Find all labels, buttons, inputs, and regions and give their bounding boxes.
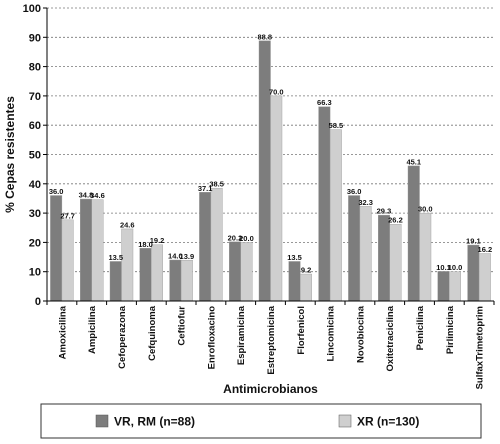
- legend-label-xr: XR (n=130): [357, 415, 419, 429]
- y-axis-title: % Cepas resistentes: [3, 96, 17, 213]
- data-label: 38.5: [209, 180, 224, 189]
- y-tick-label: 100: [23, 3, 41, 15]
- y-tick-label: 70: [29, 91, 41, 103]
- x-tick-label: Pirlimicina: [445, 305, 456, 354]
- axes: 0 10 20 30 40 50 60 70 80 90 100 Amoxicilina Ampicil…: [23, 3, 495, 389]
- data-label: 26.2: [388, 216, 403, 225]
- bar-xr: [478, 253, 491, 302]
- x-tick-label: Oxitetraciclina: [385, 305, 396, 371]
- data-label: 19.1: [466, 237, 481, 246]
- y-tick-label: 0: [35, 296, 41, 308]
- data-labels: 36.0 27.7 34.834.6 13.5 24.6 18.019.214.013.9…: [49, 32, 492, 274]
- bar-xr: [359, 206, 372, 302]
- data-label: 36.0: [49, 187, 64, 196]
- legend-box: [40, 403, 482, 439]
- data-label: 20.0: [239, 234, 254, 243]
- bar-vr-rm: [318, 106, 331, 302]
- bar-xr: [210, 187, 223, 302]
- legend-label-vr-rm: VR, RM (n=88): [114, 415, 195, 429]
- bar-xr: [91, 199, 104, 302]
- data-label: 19.2: [150, 236, 165, 245]
- data-label: 13.5: [108, 253, 123, 262]
- y-tick-label: 60: [29, 120, 41, 132]
- x-tick-label: Ampicilina: [87, 305, 98, 354]
- bars: [50, 40, 491, 302]
- x-tick-label: Cefquinoma: [147, 305, 158, 361]
- y-tick-label: 80: [29, 62, 41, 74]
- data-label: 70.0: [269, 87, 284, 96]
- bar-vr-rm: [228, 241, 241, 302]
- data-label: 13.5: [287, 253, 302, 262]
- x-tick-label: Florfenicol: [296, 306, 307, 355]
- bar-vr-rm: [139, 248, 152, 302]
- x-axis-title: Antimicrobianos: [223, 382, 318, 396]
- x-tick-label: Espiramicina: [236, 305, 247, 365]
- bar-xr: [151, 244, 164, 302]
- data-label: 20.2: [228, 233, 243, 242]
- data-label: 24.6: [120, 220, 135, 229]
- data-label: 37.1: [198, 184, 213, 193]
- x-tick-label: Penicilina: [415, 305, 426, 350]
- data-label: 88.8: [257, 32, 272, 41]
- y-tick-label: 40: [29, 179, 41, 191]
- data-label: 45.1: [406, 157, 421, 166]
- bar-vr-rm: [169, 259, 182, 302]
- bar-xr: [240, 242, 253, 302]
- legend-swatch-xr: [338, 414, 352, 428]
- data-label: 58.5: [329, 121, 344, 130]
- y-tick-label: 10: [29, 267, 41, 279]
- x-tick-label: Ceftiofur: [177, 306, 188, 346]
- data-label: 36.0: [347, 187, 362, 196]
- x-tick-label: Enrofloxacino: [206, 306, 217, 370]
- bar-vr-rm: [258, 40, 271, 302]
- legend-swatch-vr-rm: [95, 414, 109, 428]
- data-label: 16.2: [478, 245, 493, 254]
- data-label: 10.1: [436, 263, 451, 272]
- data-label: 9.2: [301, 266, 311, 275]
- bar-vr-rm: [288, 261, 301, 302]
- bar-vr-rm: [407, 165, 420, 302]
- bar-vr-rm: [79, 198, 92, 302]
- y-tick-label: 50: [29, 150, 41, 162]
- y-tick-label: 20: [29, 237, 41, 249]
- bar-xr: [449, 271, 461, 302]
- data-label: 10.0: [448, 263, 463, 272]
- bar-vr-rm: [437, 271, 450, 302]
- bar-vr-rm: [348, 195, 361, 302]
- bar-vr-rm: [109, 261, 122, 302]
- data-label: 14.0: [168, 251, 183, 260]
- bar-xr: [419, 212, 432, 302]
- data-label: 18.0: [138, 240, 153, 249]
- x-tick-label: SulfaxTrimetoprim: [475, 306, 486, 389]
- data-label: 30.0: [418, 205, 433, 214]
- x-tick-label: Lincomicina: [326, 305, 337, 361]
- data-label: 13.9: [180, 252, 195, 261]
- bar-xr: [180, 260, 193, 302]
- bar-vr-rm: [199, 192, 212, 302]
- bar-xr: [61, 219, 74, 302]
- x-tick-label: Amoxicilina: [57, 305, 68, 359]
- data-label: 66.3: [317, 98, 332, 107]
- data-label: 27.7: [60, 211, 75, 220]
- x-tick-label: Estreptomicina: [266, 305, 277, 374]
- x-tick-label: Novobiocina: [355, 305, 366, 363]
- bar-xr: [389, 224, 402, 302]
- data-label: 29.3: [377, 207, 392, 216]
- data-label: 34.8: [79, 191, 94, 200]
- bar-vr-rm: [378, 214, 390, 302]
- bar-xr: [329, 129, 342, 302]
- y-tick-label: 90: [29, 32, 41, 44]
- x-tick-label: Cefoperazona: [117, 305, 128, 369]
- y-tick-label: 30: [29, 208, 41, 220]
- bar-xr: [300, 273, 312, 302]
- bar-xr: [121, 228, 134, 302]
- bar-xr: [270, 95, 283, 302]
- data-label: 32.3: [358, 198, 373, 207]
- data-label: 34.6: [90, 191, 105, 200]
- legend: VR, RM (n=88) XR (n=130): [40, 403, 482, 439]
